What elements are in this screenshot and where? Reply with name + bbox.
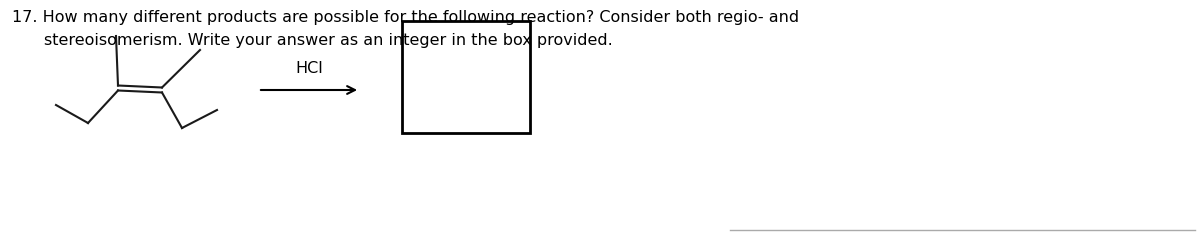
Text: stereoisomerism. Write your answer as an integer in the box provided.: stereoisomerism. Write your answer as an… (44, 33, 613, 48)
Text: 17. How many different products are possible for the following reaction? Conside: 17. How many different products are poss… (12, 10, 799, 25)
Text: HCl: HCl (295, 61, 323, 76)
Bar (402, 21, 530, 133)
